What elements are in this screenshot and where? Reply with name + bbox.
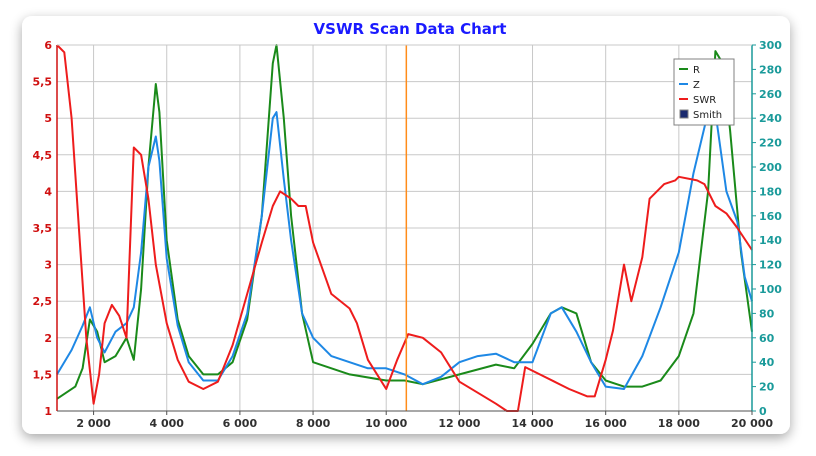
y-right-tick-label: 100 bbox=[759, 283, 782, 296]
y-left-tick-label: 2,5 bbox=[33, 295, 53, 308]
x-tick-label: 14 000 bbox=[511, 417, 553, 430]
x-tick-label: 8 000 bbox=[296, 417, 331, 430]
y-right-tick-label: 240 bbox=[759, 112, 782, 125]
y-right-tick-label: 300 bbox=[759, 39, 782, 52]
y-right-tick-label: 60 bbox=[759, 332, 775, 345]
x-tick-label: 10 000 bbox=[365, 417, 407, 430]
y-left-tick-label: 6 bbox=[44, 39, 52, 52]
y-right-tick-label: 200 bbox=[759, 161, 782, 174]
legend: RZ SWR Smith bbox=[673, 58, 735, 126]
y-right-tick-label: 120 bbox=[759, 259, 782, 272]
axes: 11,522,533,544,555,560204060801001201401… bbox=[33, 39, 783, 430]
y-left-tick-label: 3 bbox=[44, 259, 52, 272]
y-right-tick-label: 180 bbox=[759, 185, 782, 198]
y-left-tick-label: 2 bbox=[44, 332, 52, 345]
x-tick-label: 20 000 bbox=[731, 417, 773, 430]
y-left-tick-label: 1,5 bbox=[33, 368, 53, 381]
y-right-tick-label: 40 bbox=[759, 356, 775, 369]
y-right-tick-label: 140 bbox=[759, 234, 782, 247]
x-tick-label: 2 000 bbox=[76, 417, 111, 430]
y-right-tick-label: 20 bbox=[759, 381, 775, 394]
y-right-tick-label: 80 bbox=[759, 307, 775, 320]
x-tick-label: 16 000 bbox=[585, 417, 627, 430]
legend-label-smith: Smith bbox=[693, 110, 722, 121]
y-left-tick-label: 5,5 bbox=[33, 76, 53, 89]
y-left-tick-label: 1 bbox=[44, 405, 52, 418]
legend-label-z: Z bbox=[693, 80, 700, 91]
series-line-z bbox=[56, 111, 753, 390]
x-tick-label: 6 000 bbox=[223, 417, 258, 430]
y-left-tick-label: 5 bbox=[44, 112, 52, 125]
x-tick-label: 18 000 bbox=[658, 417, 700, 430]
y-right-tick-label: 0 bbox=[759, 405, 767, 418]
y-left-tick-label: 4,5 bbox=[33, 149, 53, 162]
legend-swatch-smith bbox=[679, 109, 689, 119]
y-right-tick-label: 280 bbox=[759, 63, 782, 76]
x-tick-label: 4 000 bbox=[150, 417, 185, 430]
chart-title: VSWR Scan Data Chart bbox=[314, 20, 507, 38]
x-tick-label: 12 000 bbox=[438, 417, 480, 430]
y-right-tick-label: 220 bbox=[759, 137, 782, 150]
legend-label-r: R bbox=[693, 65, 700, 76]
grid bbox=[57, 44, 753, 412]
y-right-tick-label: 260 bbox=[759, 88, 782, 101]
legend-label-swr: SWR bbox=[693, 95, 716, 106]
y-left-tick-label: 4 bbox=[44, 185, 52, 198]
y-right-tick-label: 160 bbox=[759, 210, 782, 223]
y-left-tick-label: 3,5 bbox=[33, 222, 53, 235]
series-line-swr bbox=[56, 44, 753, 412]
series-layer bbox=[56, 44, 753, 412]
